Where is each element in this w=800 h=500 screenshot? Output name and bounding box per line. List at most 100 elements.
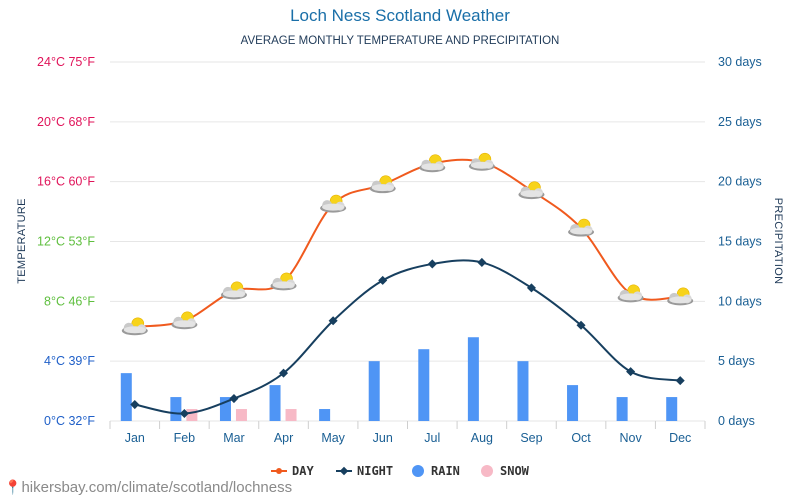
month-label: Apr — [274, 431, 293, 445]
legend: DAY NIGHT RAIN SNOW — [271, 464, 530, 478]
sun-behind-cloud-icon — [171, 311, 198, 330]
rain-bar — [567, 385, 579, 421]
sun-behind-cloud-icon — [617, 284, 644, 303]
sun-behind-cloud-icon — [419, 154, 446, 173]
legend-label: NIGHT — [357, 464, 393, 478]
right-axis-ticks: 0 days 5 days 10 days 15 days 20 days 25 days… — [718, 55, 762, 428]
legend-label: DAY — [292, 464, 314, 478]
left-tick-label: 4°C 39°F — [44, 354, 95, 368]
night-point — [477, 257, 487, 267]
sun-behind-cloud-icon — [320, 194, 347, 213]
month-label: Mar — [223, 431, 245, 445]
chart-title: Loch Ness Scotland Weather — [290, 6, 510, 25]
legend-item-rain[interactable]: RAIN — [412, 464, 460, 478]
rain-bar — [616, 397, 628, 421]
legend-marker — [339, 466, 349, 476]
cloud-body — [173, 320, 196, 328]
night-point — [130, 400, 140, 410]
temperature-lines — [130, 158, 685, 419]
cloud-body — [322, 203, 345, 211]
right-tick-label: 15 days — [718, 235, 762, 249]
month-label: Aug — [471, 431, 493, 445]
right-axis-title: PRECIPITATION — [772, 198, 784, 285]
legend-item-night[interactable]: NIGHT — [336, 464, 393, 478]
rain-bar — [418, 349, 430, 421]
sun-behind-cloud-icon — [270, 272, 297, 291]
cloud-body — [470, 161, 493, 169]
left-tick-label: 20°C 68°F — [37, 115, 95, 129]
chart-subtitle: AVERAGE MONTHLY TEMPERATURE AND PRECIPIT… — [240, 35, 560, 47]
rain-bar — [517, 361, 529, 421]
sun-behind-cloud-icon — [667, 287, 694, 306]
right-tick-label: 25 days — [718, 115, 762, 129]
legend-label: RAIN — [431, 464, 460, 478]
legend-marker — [276, 468, 282, 474]
month-label: Jan — [125, 431, 145, 445]
rain-bar — [467, 337, 479, 421]
source-footer[interactable]: 📍hikersbay.com/climate/scotland/lochness — [4, 479, 292, 496]
month-axis-ticks: Jan Feb Mar Apr May Jun Jul Aug Sep Oct Nov Dec — [109, 421, 706, 445]
rain-bar — [120, 373, 132, 421]
snow-bar — [285, 409, 297, 421]
sun-behind-cloud-icon — [468, 152, 495, 171]
rain-bar — [368, 361, 380, 421]
night-point — [179, 408, 189, 419]
right-tick-label: 10 days — [718, 294, 762, 308]
sun-behind-cloud-icon — [369, 175, 396, 194]
cloud-body — [421, 163, 444, 171]
night-point — [229, 394, 239, 404]
source-url: hikersbay.com/climate/scotland/lochness — [21, 479, 293, 496]
sun-behind-cloud-icon — [121, 317, 148, 336]
precipitation-bars — [120, 337, 678, 421]
night-point — [675, 376, 685, 386]
month-label: Nov — [620, 431, 643, 445]
cloud-body — [371, 184, 394, 192]
month-label: May — [321, 431, 345, 445]
legend-marker — [412, 465, 424, 477]
left-tick-label: 12°C 53°F — [37, 235, 95, 249]
cloud-body — [570, 227, 593, 235]
month-label: Jun — [373, 431, 393, 445]
month-label: Jul — [424, 431, 440, 445]
night-point — [427, 259, 437, 269]
grid-lines — [110, 61, 705, 422]
month-label: Sep — [520, 431, 542, 445]
legend-item-snow[interactable]: SNOW — [481, 464, 530, 478]
location-pin-icon: 📍 — [4, 479, 22, 495]
left-tick-label: 8°C 46°F — [44, 294, 95, 308]
night-temperature-line — [134, 259, 681, 415]
sun-behind-cloud-icon — [220, 281, 247, 300]
sun-behind-cloud-icon — [568, 218, 595, 237]
legend-item-day[interactable]: DAY — [271, 464, 314, 478]
rain-bar — [219, 397, 231, 421]
right-tick-label: 0 days — [718, 414, 755, 428]
right-tick-label: 5 days — [718, 354, 755, 368]
night-point — [378, 275, 388, 285]
sun-behind-cloud-icon — [518, 181, 545, 200]
cloud-body — [619, 293, 642, 301]
left-tick-label: 16°C 60°F — [37, 175, 95, 189]
month-label: Oct — [571, 431, 591, 445]
month-label: Dec — [669, 431, 691, 445]
weather-icons — [121, 152, 694, 336]
right-tick-label: 30 days — [718, 55, 762, 69]
cloud-body — [272, 281, 295, 289]
rain-bar — [666, 397, 678, 421]
night-point — [526, 283, 536, 293]
left-axis-ticks: 0°C 32°F 4°C 39°F 8°C 46°F 12°C 53°F 16°C 60… — [37, 55, 95, 428]
cloud-body — [520, 190, 543, 198]
snow-bar — [235, 409, 247, 421]
left-tick-label: 0°C 32°F — [44, 414, 95, 428]
rain-bar — [170, 397, 182, 421]
cloud-body — [222, 290, 245, 298]
rain-bar — [269, 385, 281, 421]
cloud-body — [669, 296, 692, 304]
cloud-body — [123, 326, 146, 334]
snow-bar — [186, 409, 198, 421]
right-tick-label: 20 days — [718, 175, 762, 189]
rain-bar — [319, 409, 331, 421]
left-tick-label: 24°C 75°F — [37, 55, 95, 69]
left-axis-title: TEMPERATURE — [16, 198, 28, 284]
month-label: Feb — [174, 431, 196, 445]
